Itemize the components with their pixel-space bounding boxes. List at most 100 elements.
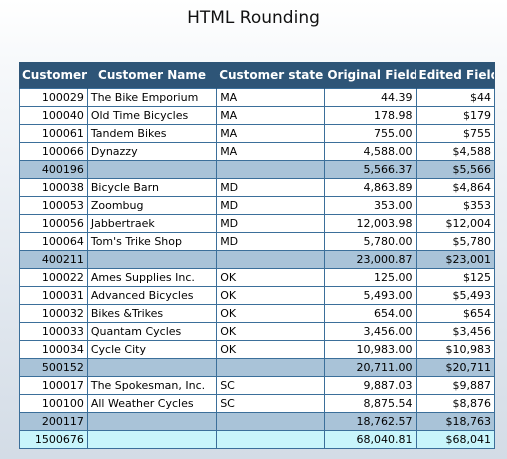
edited-field-cell: $12,004 [415, 214, 495, 233]
customer-cell: 100031 [19, 286, 88, 305]
customer-cell: 100017 [19, 376, 88, 395]
original-field-cell: 12,003.98 [324, 214, 417, 233]
original-field-cell: 8,875.54 [324, 394, 417, 413]
table-row: 100031 Advanced Bicycles OK 5,493.00 $5,493 [19, 286, 495, 305]
customer-cell: 100040 [19, 106, 88, 125]
customer-name-cell: Old Time Bicycles [86, 106, 218, 125]
table-row: 100032 Bikes &Trikes OK 654.00 $654 [19, 304, 495, 323]
customer-name-cell: Bikes &Trikes [86, 304, 218, 323]
column-header-original-field[interactable]: Original Field [324, 62, 417, 89]
original-field-cell: 18,762.57 [324, 412, 417, 431]
customer-cell: 100022 [19, 268, 88, 287]
grand-total-row: 1500676 68,040.81 $68,041 [19, 430, 495, 449]
subtotal-row: 200117 18,762.57 $18,763 [19, 412, 495, 431]
customer-state-cell [216, 250, 326, 269]
customer-cell: 1500676 [19, 430, 88, 449]
customer-state-cell: MA [216, 124, 326, 143]
table-row: 100029 The Bike Emporium MA 44.39 $44 [19, 88, 495, 107]
header-row: Customer Customer Name Customer state Or… [19, 62, 495, 89]
original-field-cell: 755.00 [324, 124, 417, 143]
original-field-cell: 9,887.03 [324, 376, 417, 395]
edited-field-cell: $654 [415, 304, 495, 323]
customer-name-cell: The Bike Emporium [86, 88, 218, 107]
table-row: 100040 Old Time Bicycles MA 178.98 $179 [19, 106, 495, 125]
customer-cell: 500152 [19, 358, 88, 377]
edited-field-cell: $3,456 [415, 322, 495, 341]
original-field-cell: 4,588.00 [324, 142, 417, 161]
customer-state-cell [216, 160, 326, 179]
original-field-cell: 20,711.00 [324, 358, 417, 377]
column-header-customer-name[interactable]: Customer Name [86, 62, 218, 89]
customer-cell: 100053 [19, 196, 88, 215]
customer-cell: 100034 [19, 340, 88, 359]
customer-state-cell: OK [216, 268, 326, 287]
column-header-customer-state[interactable]: Customer state [216, 62, 326, 89]
customer-name-cell: Jabbertraek [86, 214, 218, 233]
customer-name-cell: Ames Supplies Inc. [86, 268, 218, 287]
table-row: 100022 Ames Supplies Inc. OK 125.00 $125 [19, 268, 495, 287]
edited-field-cell: $68,041 [415, 430, 495, 449]
customer-state-cell [216, 430, 326, 449]
customer-name-cell [86, 430, 218, 449]
table-row: 100038 Bicycle Barn MD 4,863.89 $4,864 [19, 178, 495, 197]
table-row: 100017 The Spokesman, Inc. SC 9,887.03 $9,88… [19, 376, 495, 395]
table-row: 100066 Dynazzy MA 4,588.00 $4,588 [19, 142, 495, 161]
customer-state-cell: MA [216, 142, 326, 161]
original-field-cell: 4,863.89 [324, 178, 417, 197]
table-row: 100053 Zoombug MD 353.00 $353 [19, 196, 495, 215]
edited-field-cell: $44 [415, 88, 495, 107]
report-table: Customer Customer Name Customer state Or… [19, 62, 495, 449]
original-field-cell: 23,000.87 [324, 250, 417, 269]
original-field-cell: 5,780.00 [324, 232, 417, 251]
customer-name-cell: Zoombug [86, 196, 218, 215]
column-header-edited-field[interactable]: Edited Field [415, 62, 495, 89]
edited-field-cell: $4,864 [415, 178, 495, 197]
customer-name-cell: Cycle City [86, 340, 218, 359]
customer-state-cell: MD [216, 196, 326, 215]
customer-cell: 400211 [19, 250, 88, 269]
original-field-cell: 68,040.81 [324, 430, 417, 449]
customer-cell: 100066 [19, 142, 88, 161]
edited-field-cell: $179 [415, 106, 495, 125]
customer-cell: 100100 [19, 394, 88, 413]
original-field-cell: 125.00 [324, 268, 417, 287]
customer-cell: 400196 [19, 160, 88, 179]
customer-name-cell: Advanced Bicycles [86, 286, 218, 305]
customer-name-cell: Bicycle Barn [86, 178, 218, 197]
edited-field-cell: $9,887 [415, 376, 495, 395]
edited-field-cell: $5,566 [415, 160, 495, 179]
customer-state-cell: SC [216, 394, 326, 413]
column-header-customer[interactable]: Customer [19, 62, 88, 89]
customer-state-cell: OK [216, 286, 326, 305]
customer-name-cell [86, 358, 218, 377]
customer-name-cell: All Weather Cycles [86, 394, 218, 413]
edited-field-cell: $18,763 [415, 412, 495, 431]
table-row: 100064 Tom's Trike Shop MD 5,780.00 $5,780 [19, 232, 495, 251]
table-row: 100056 Jabbertraek MD 12,003.98 $12,004 [19, 214, 495, 233]
customer-name-cell: Dynazzy [86, 142, 218, 161]
table-row: 100034 Cycle City OK 10,983.00 $10,983 [19, 340, 495, 359]
edited-field-cell: $8,876 [415, 394, 495, 413]
customer-name-cell: Tom's Trike Shop [86, 232, 218, 251]
table-row: 100100 All Weather Cycles SC 8,875.54 $8,876 [19, 394, 495, 413]
original-field-cell: 353.00 [324, 196, 417, 215]
customer-state-cell: MD [216, 178, 326, 197]
original-field-cell: 5,566.37 [324, 160, 417, 179]
customer-cell: 100033 [19, 322, 88, 341]
edited-field-cell: $5,493 [415, 286, 495, 305]
customer-cell: 200117 [19, 412, 88, 431]
original-field-cell: 654.00 [324, 304, 417, 323]
customer-state-cell: MD [216, 232, 326, 251]
customer-name-cell: The Spokesman, Inc. [86, 376, 218, 395]
subtotal-row: 400196 5,566.37 $5,566 [19, 160, 495, 179]
customer-state-cell: OK [216, 322, 326, 341]
customer-cell: 100061 [19, 124, 88, 143]
edited-field-cell: $10,983 [415, 340, 495, 359]
original-field-cell: 10,983.00 [324, 340, 417, 359]
subtotal-row: 400211 23,000.87 $23,001 [19, 250, 495, 269]
edited-field-cell: $755 [415, 124, 495, 143]
customer-state-cell [216, 412, 326, 431]
edited-field-cell: $20,711 [415, 358, 495, 377]
customer-cell: 100056 [19, 214, 88, 233]
subtotal-row: 500152 20,711.00 $20,711 [19, 358, 495, 377]
